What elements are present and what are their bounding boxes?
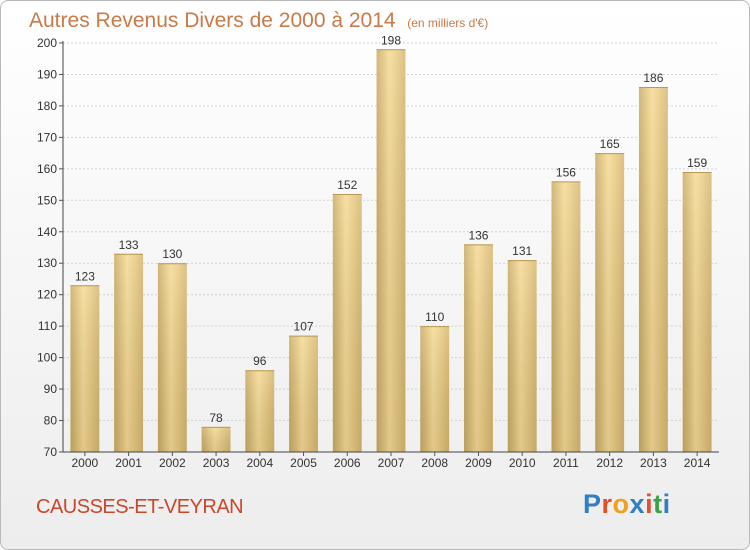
logo-letter: i: [662, 489, 671, 519]
y-tick-label: 140: [37, 225, 57, 239]
data-label: 136: [468, 228, 488, 242]
y-tick-label: 120: [37, 288, 57, 302]
bar-shade: [682, 171, 712, 452]
data-label: 96: [253, 354, 267, 368]
x-tick-label: 2008: [421, 456, 448, 470]
bar-shade: [595, 153, 625, 452]
data-label: 78: [209, 411, 223, 425]
bar-shade: [157, 263, 187, 452]
y-tick-label: 200: [37, 36, 57, 50]
logo-letter: i: [645, 489, 654, 519]
x-tick-label: 2012: [596, 456, 623, 470]
x-tick-label: 2004: [246, 456, 273, 470]
data-label: 156: [556, 165, 576, 179]
data-label: 133: [119, 238, 139, 252]
proxiti-logo: Proxiti: [583, 489, 671, 520]
bar-layer: 123 133 130 78 96 107 152 198 110 136 131 156 165 186…: [70, 33, 712, 453]
y-tick-label: 180: [37, 99, 57, 113]
logo-letter: x: [629, 489, 646, 519]
x-tick-label: 2003: [203, 456, 230, 470]
bar-shade: [289, 335, 318, 452]
data-label: 159: [687, 156, 707, 170]
bar-shade: [376, 49, 406, 453]
x-tick-label: 2013: [640, 456, 667, 470]
axis-layer: 7080901001101201301401501601701801902002…: [37, 36, 719, 470]
y-tick-label: 80: [44, 414, 58, 428]
logo-letter: r: [601, 489, 613, 519]
x-tick-label: 2007: [378, 456, 405, 470]
y-tick-label: 150: [37, 193, 57, 207]
y-tick-label: 70: [44, 445, 58, 459]
bar-shade: [464, 244, 493, 452]
bar-shade: [507, 260, 537, 452]
bar-shade: [201, 426, 231, 452]
data-label: 152: [337, 178, 357, 192]
logo-letter: P: [583, 489, 602, 519]
x-tick-label: 2009: [465, 456, 492, 470]
data-label: 107: [294, 320, 314, 334]
x-tick-label: 2001: [115, 456, 142, 470]
bar-shade: [114, 253, 144, 452]
x-tick-label: 2011: [553, 456, 579, 470]
bar-shade: [420, 326, 450, 452]
y-tick-label: 100: [37, 351, 57, 365]
bar-shade: [332, 194, 362, 452]
chart-subtitle: (en milliers d'€): [407, 16, 489, 30]
bar-shade: [70, 285, 100, 452]
x-tick-label: 2000: [72, 456, 99, 470]
bar-shade: [551, 181, 581, 452]
data-label: 165: [600, 137, 620, 151]
y-tick-label: 110: [38, 319, 57, 333]
data-label: 123: [75, 269, 95, 283]
y-tick-label: 170: [37, 130, 57, 144]
y-tick-label: 160: [37, 162, 57, 176]
y-tick-label: 130: [37, 256, 57, 270]
x-tick-label: 2010: [509, 456, 536, 470]
logo-letter: t: [653, 489, 663, 519]
bar-shade: [245, 370, 275, 452]
data-label: 131: [512, 244, 532, 258]
x-tick-label: 2005: [290, 456, 317, 470]
bar-shade: [638, 87, 668, 453]
data-label: 198: [381, 33, 401, 47]
data-label: 130: [162, 247, 182, 261]
x-tick-label: 2006: [334, 456, 361, 470]
y-tick-label: 190: [37, 67, 57, 81]
chart-title: Autres Revenus Divers de 2000 à 2014 (en…: [29, 9, 489, 32]
x-tick-label: 2014: [684, 456, 711, 470]
logo-letter: o: [612, 489, 630, 519]
x-tick-label: 2002: [159, 456, 186, 470]
data-label: 186: [643, 71, 663, 85]
data-label: 110: [425, 310, 444, 324]
y-tick-label: 90: [44, 382, 58, 396]
commune-name: CAUSSES-ET-VEYRAN: [36, 496, 244, 518]
